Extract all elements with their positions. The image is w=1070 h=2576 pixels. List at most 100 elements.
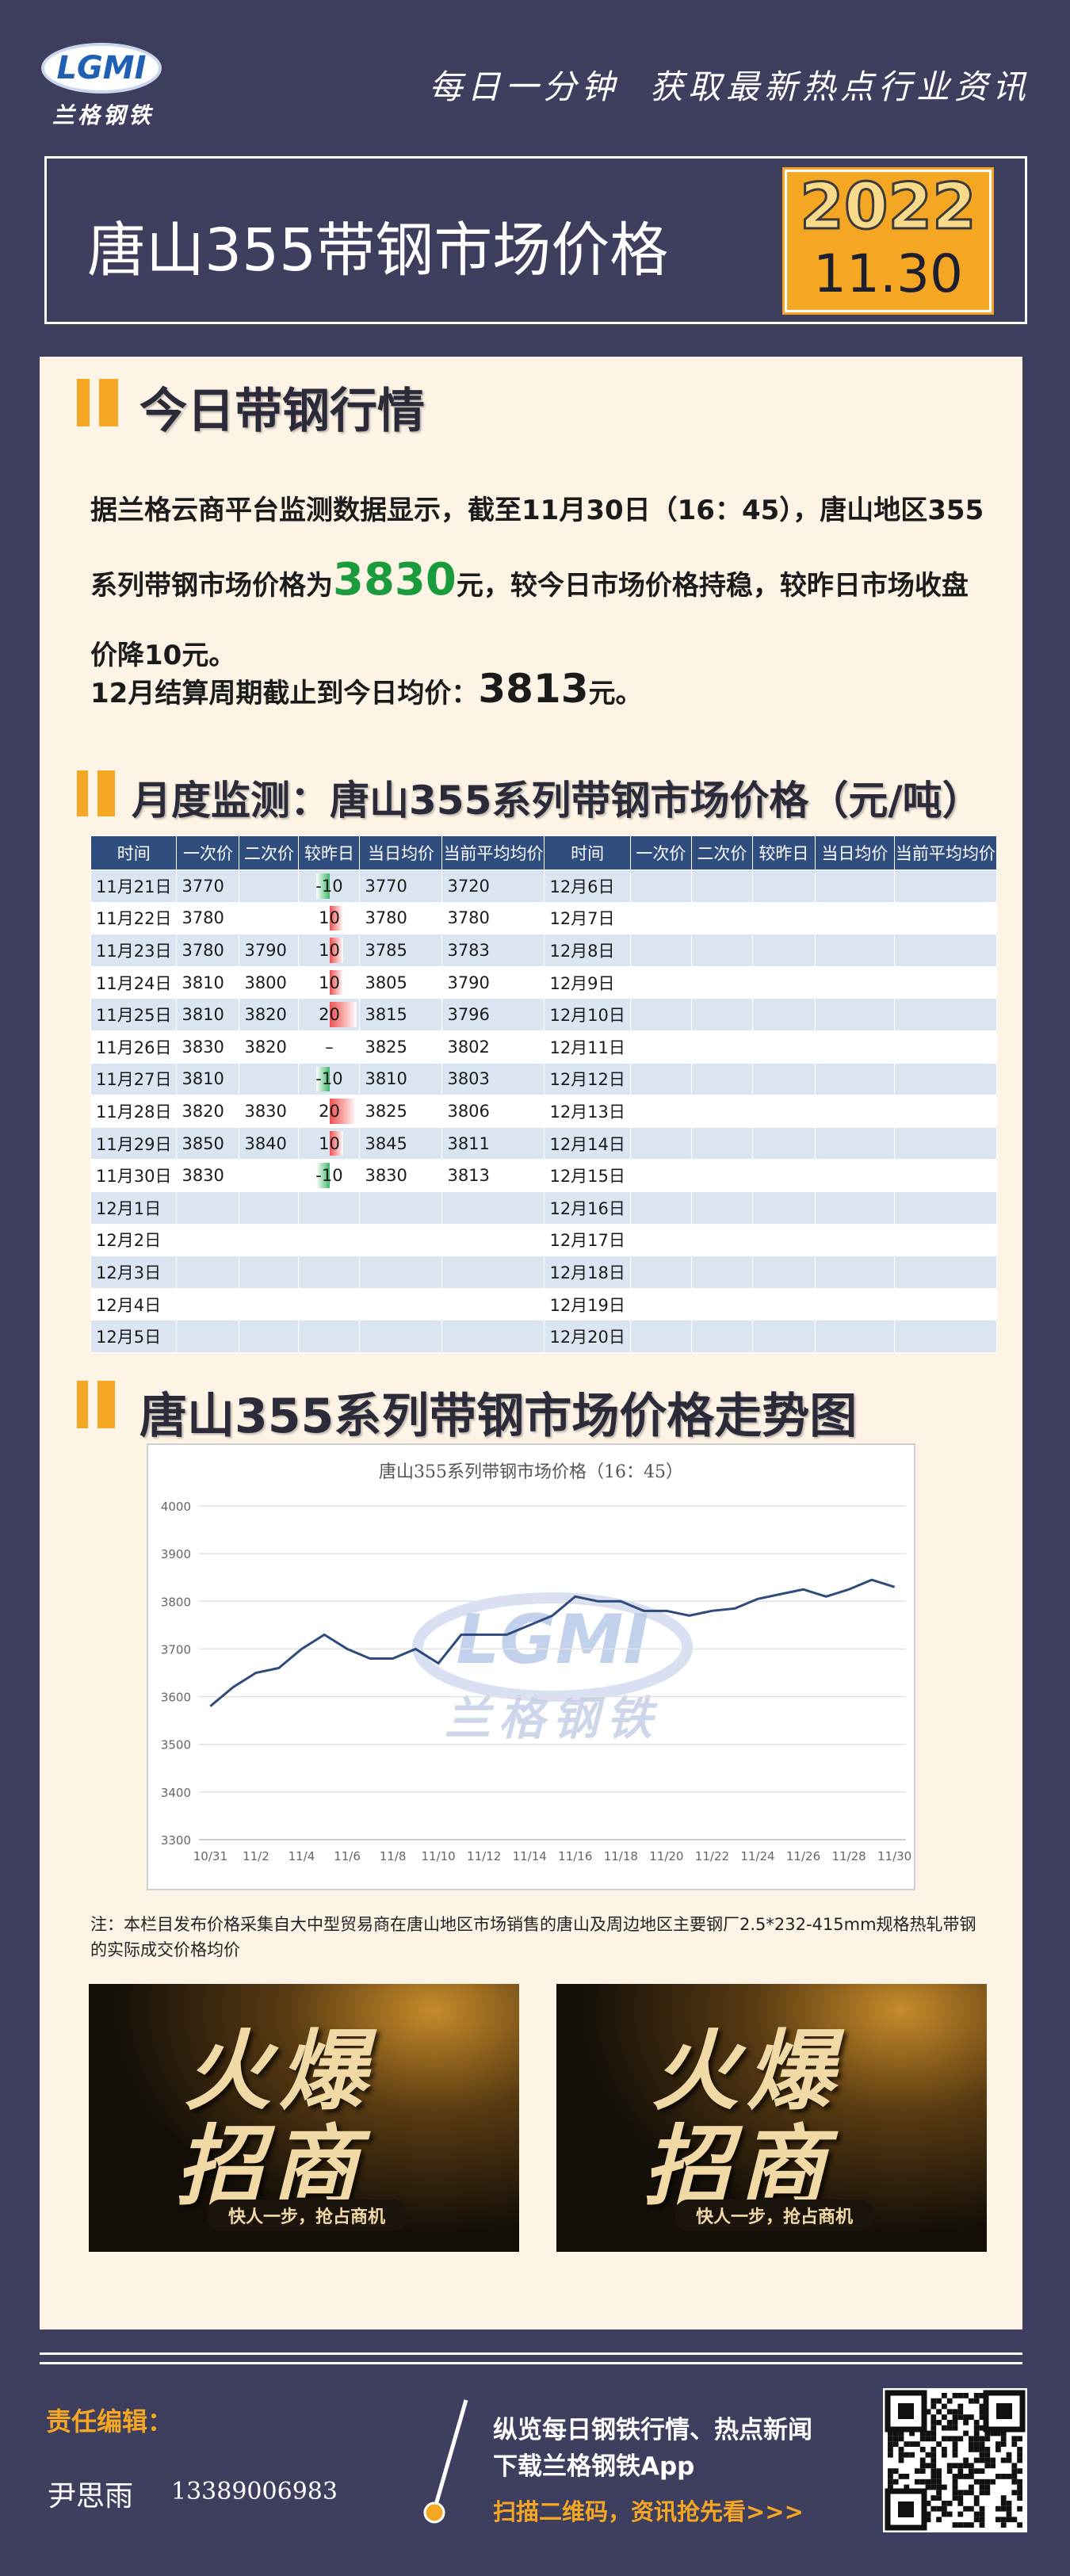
date-box: [782, 167, 994, 315]
column-header: 时间: [544, 835, 631, 870]
table-row: 11月28日 3820 3830 20 3825 3806 12月13日: [90, 1095, 997, 1128]
average-label: 12月结算周期截止到今日均价：: [90, 678, 479, 709]
table-cell: [814, 1287, 895, 1321]
chart-box: LGMI 兰格钢铁 唐山355系列带钢市场价格（16：45） 3300 3400 3…: [147, 1443, 915, 1890]
table-cell: [690, 1159, 753, 1192]
cell-text: 3825: [365, 1101, 407, 1121]
cell-text: 12月15日: [549, 1167, 625, 1187]
cell-text: 11月21日: [96, 877, 172, 896]
table-cell: 3825: [359, 1030, 443, 1064]
table-cell: [690, 934, 753, 967]
cell-text: 12月3日: [96, 1263, 162, 1282]
average-unit: 元。: [588, 678, 643, 709]
cell-text: 3813: [447, 1166, 490, 1186]
table-cell: [893, 1320, 997, 1353]
cell-text: 3810: [182, 1069, 224, 1089]
footer-text: 下载兰格钢铁App: [493, 2452, 695, 2481]
cell-text: 3803: [447, 1069, 490, 1089]
column-header: 较昨日: [298, 835, 361, 870]
table-cell: 3850: [176, 1126, 240, 1160]
cell-text: 3720: [447, 876, 490, 896]
table-cell: 12月6日: [544, 869, 631, 903]
cell-text: 11月22日: [96, 909, 172, 929]
footer-text: 纵览每日钢铁行情、热点新闻: [493, 2416, 812, 2444]
change-bar: [315, 873, 330, 899]
table-cell: 11月24日: [90, 965, 178, 999]
table-cell: [629, 1287, 692, 1321]
table-cell: 12月10日: [544, 998, 631, 1031]
table-cell: [239, 901, 300, 935]
table-cell: [629, 1159, 692, 1192]
cell-text: 12月8日: [549, 941, 615, 961]
table-cell: [893, 1287, 997, 1321]
table-cell: 3783: [441, 934, 545, 967]
table-cell: 10: [298, 901, 361, 935]
table-cell: [441, 1287, 545, 1321]
table-cell: [690, 998, 753, 1031]
footer-link[interactable]: 扫描二维码，资讯抢先看>>>: [493, 2498, 804, 2525]
table-cell: [814, 1256, 895, 1289]
table-cell: [629, 965, 692, 999]
table-cell: [690, 1191, 753, 1225]
table-cell: [751, 1062, 816, 1096]
qr-code[interactable]: [883, 2388, 1027, 2532]
table-cell: [441, 1223, 545, 1257]
table-cell: 12月16日: [544, 1191, 631, 1225]
cell-text: 3810: [365, 1069, 407, 1089]
table-cell: 12月13日: [544, 1095, 631, 1128]
table-cell: [629, 1256, 692, 1289]
x-tick-label: 11/4: [289, 1849, 315, 1863]
table-cell: [176, 1287, 240, 1321]
table-cell: 12月7日: [544, 901, 631, 935]
table-cell: [690, 1126, 753, 1160]
table-cell: 3770: [176, 869, 240, 903]
column-header: 较昨日: [751, 835, 816, 870]
table-cell: [298, 1287, 361, 1321]
table-cell: [239, 1062, 300, 1096]
table-cell: [629, 1062, 692, 1096]
table-cell: [893, 1030, 997, 1064]
table-cell: [441, 1256, 545, 1289]
cell-text: 3850: [182, 1133, 224, 1153]
table-cell: [814, 869, 895, 903]
table-cell: 3810: [359, 1062, 443, 1096]
cell-text: 12月16日: [549, 1198, 625, 1218]
table-cell: 3840: [239, 1126, 300, 1160]
table-cell: 12月4日: [90, 1287, 178, 1321]
price-table: 时间 一次价 二次价 较昨日 当日均价 当前平均均价 时间 一次价 二次价 较昨日 当日均价 当前平均…: [90, 835, 997, 1353]
table-cell: –: [298, 1030, 361, 1064]
average-value: 3813: [478, 666, 589, 712]
table-cell: [239, 869, 300, 903]
table-cell: 3800: [239, 965, 300, 999]
cell-text: 11月27日: [96, 1070, 172, 1090]
summary-text: 元，较今日市场价格持稳，较昨日市场收盘价降10元。: [90, 570, 969, 671]
table-cell: -10: [298, 869, 361, 903]
table-cell: [814, 1223, 895, 1257]
note: 注：本栏目发布价格采集自大中型贸易商在唐山地区市场销售的唐山及周边地区主要钢厂2…: [90, 1915, 976, 1959]
y-tick-label: 3400: [161, 1786, 191, 1800]
section-heading: 唐山355系列带钢市场价格走势图: [139, 1389, 858, 1444]
table-cell: 3780: [359, 901, 443, 935]
cell-text: 3790: [447, 973, 490, 992]
heading-marker: [77, 1381, 88, 1428]
section-heading: 月度监测：唐山355系列带钢市场价格（元/吨）: [132, 778, 982, 824]
table-cell: [893, 1095, 997, 1128]
cell-text: 12月12日: [549, 1070, 625, 1090]
table-cell: [239, 1159, 300, 1192]
cell-text: 3806: [447, 1101, 490, 1121]
cell-text: 3830: [244, 1101, 287, 1121]
table-cell: [690, 869, 753, 903]
cell-text: 10: [319, 940, 340, 960]
ad-banner[interactable]: 火爆 招商 快人一步，抢占商机: [89, 1984, 519, 2252]
table-cell: [359, 1223, 443, 1257]
table-cell: [751, 1320, 816, 1353]
table-cell: -10: [298, 1062, 361, 1096]
table-cell: 3720: [441, 869, 545, 903]
cell-text: 12月17日: [549, 1231, 625, 1251]
table-cell: 3796: [441, 998, 545, 1031]
cell-text: 3830: [182, 1166, 224, 1186]
ad-banner[interactable]: 火爆 招商 快人一步，抢占商机: [556, 1984, 987, 2252]
column-header: 当日均价: [359, 835, 443, 870]
x-tick-label: 11/28: [831, 1849, 866, 1863]
